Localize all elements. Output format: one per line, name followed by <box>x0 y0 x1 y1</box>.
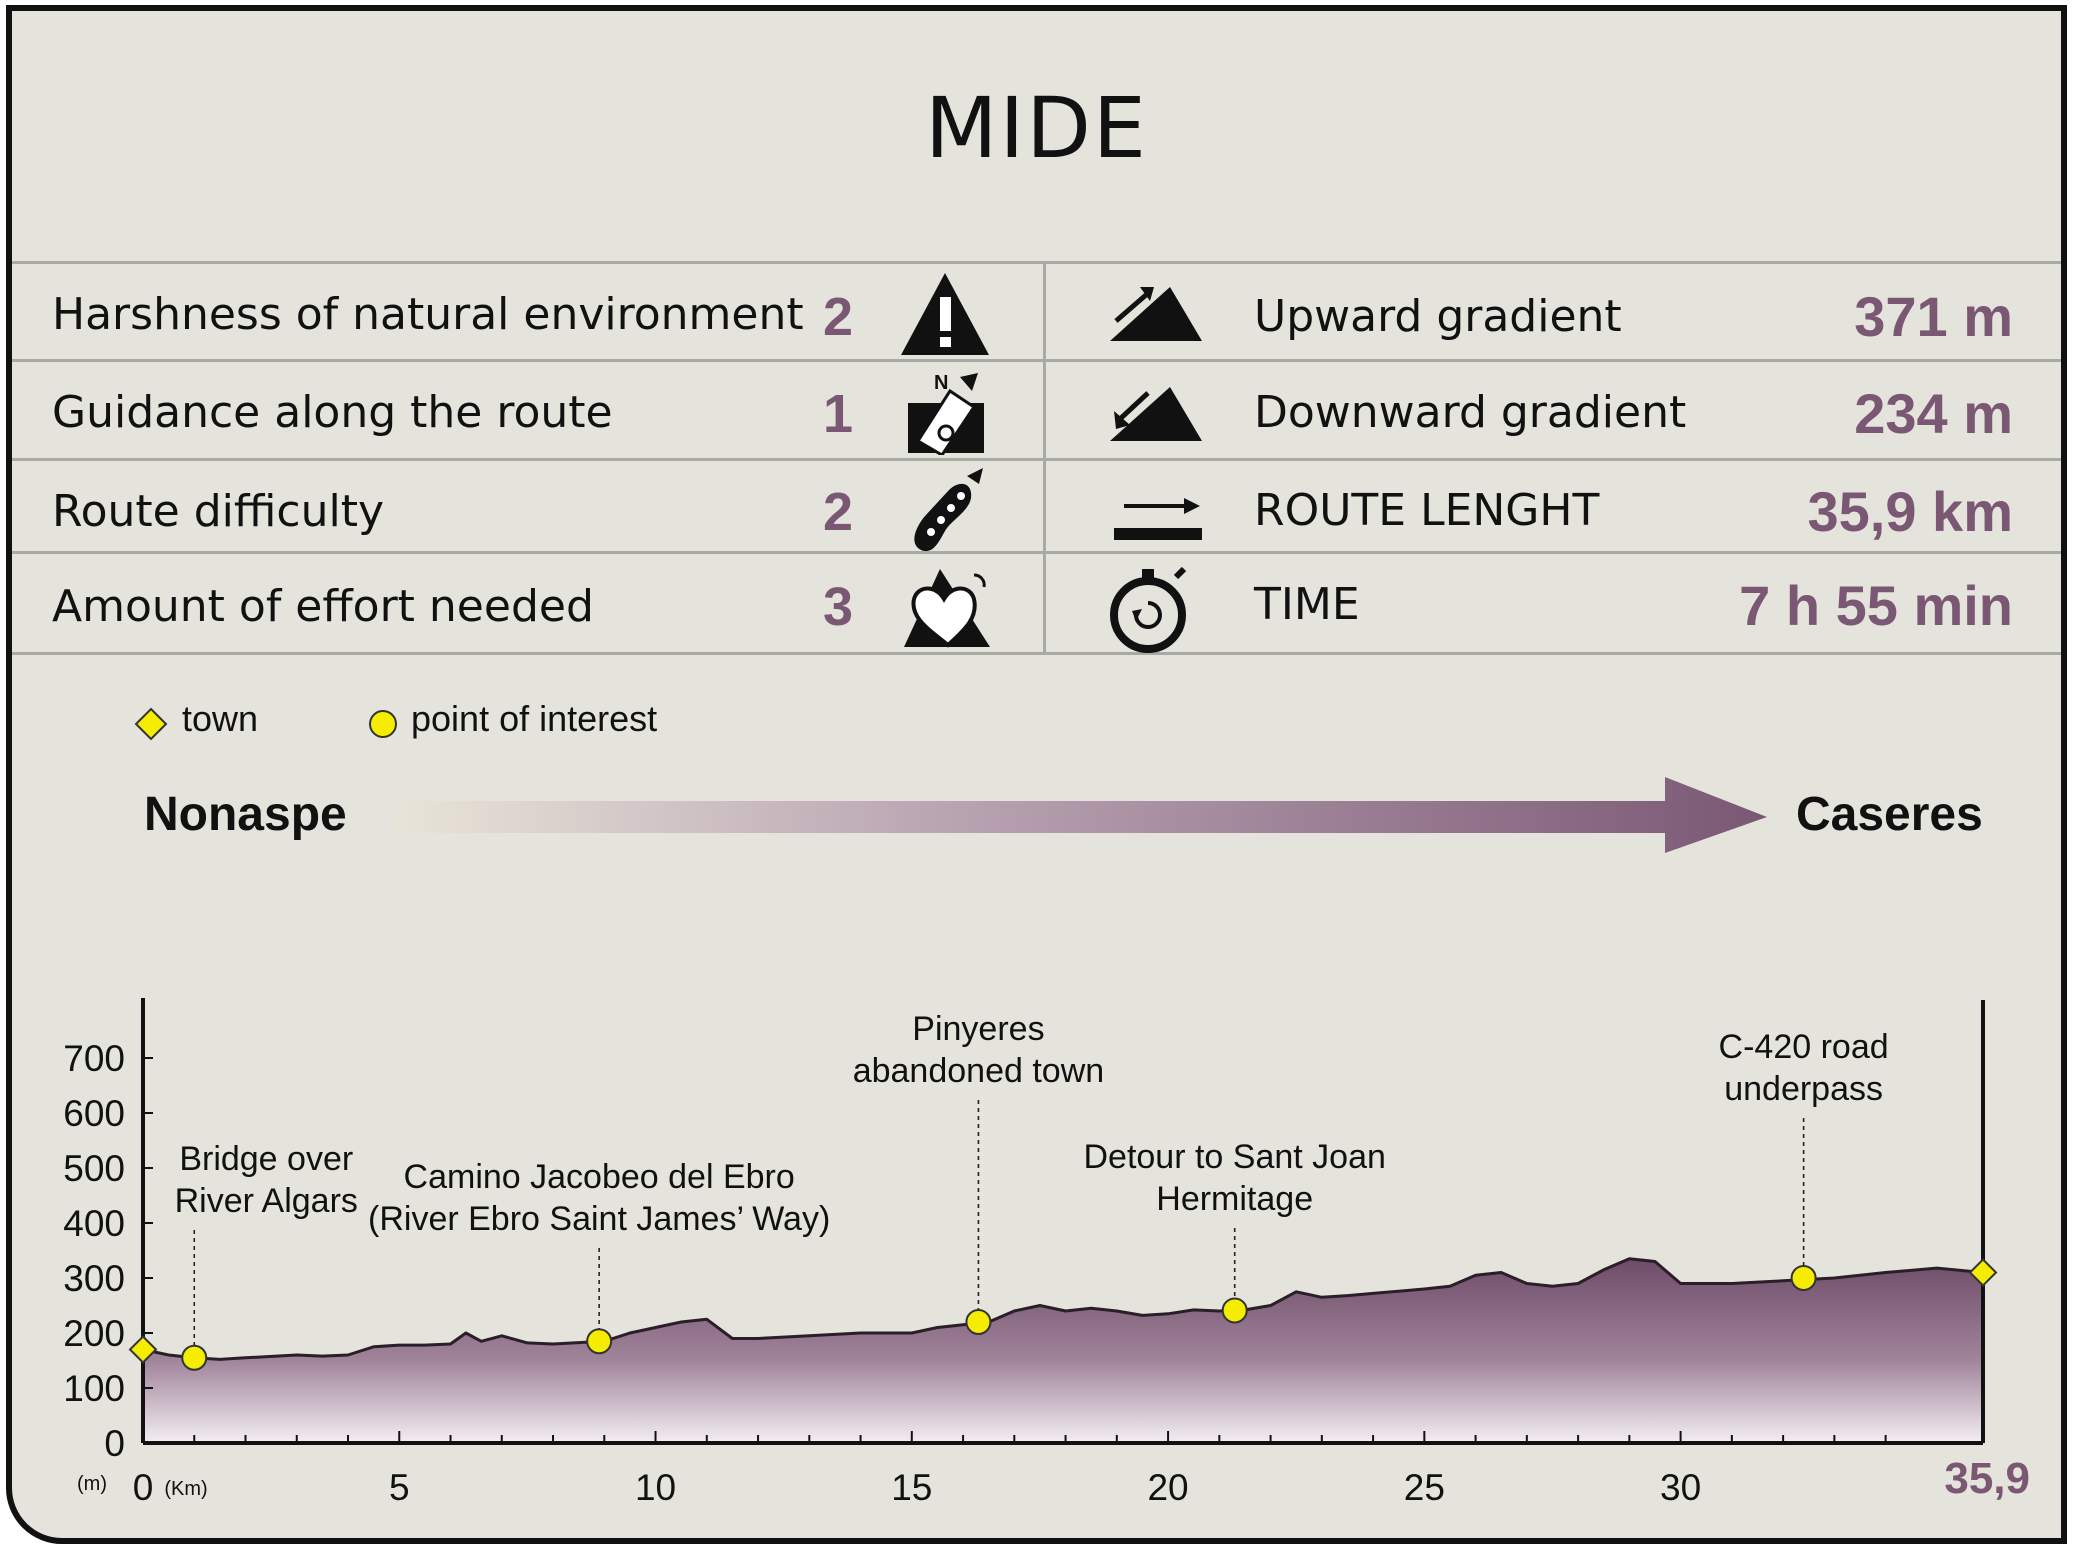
x-axis-unit-label: (Km) <box>164 1478 207 1500</box>
poi-marker <box>586 1328 613 1355</box>
mide-card: MIDE Harshness of natural environment 2 … <box>6 5 2067 1544</box>
town-marker <box>1968 1258 1998 1287</box>
mide-score-environment: 2 <box>823 287 854 347</box>
elevation-area <box>143 1258 1983 1443</box>
stat-label-time: TIME <box>1254 579 1360 630</box>
x-tick-label: 15 <box>891 1467 932 1508</box>
route-start: Nonaspe <box>144 788 347 841</box>
svg-text:N: N <box>934 372 948 394</box>
poi-marker <box>1221 1297 1248 1324</box>
page-title: MIDE <box>924 79 1148 177</box>
elevation-line <box>142 1257 1984 1361</box>
y-tick-label: 700 <box>63 1038 125 1079</box>
poi-label: Bridge over <box>179 1140 353 1178</box>
row-divider <box>12 458 2061 461</box>
poi-marker-icon <box>369 710 397 738</box>
mide-score-guidance: 1 <box>823 384 854 444</box>
column-divider <box>1043 261 1046 655</box>
route-end: Caseres <box>1796 788 1983 841</box>
stat-value-time: 7 h 55 min <box>1739 574 2013 637</box>
poi-label: C-420 road <box>1719 1028 1889 1066</box>
warning-icon <box>901 273 989 355</box>
mide-label-difficulty: Route difficulty <box>52 486 384 537</box>
y-tick-label: 600 <box>63 1093 125 1134</box>
poi-marker <box>965 1309 992 1335</box>
town-marker <box>128 1335 158 1364</box>
direction-arrow <box>397 777 1767 853</box>
poi-label: underpass <box>1724 1070 1883 1108</box>
y-tick-label: 0 <box>104 1423 125 1464</box>
stat-label-length: ROUTE LENGHT <box>1254 485 1600 536</box>
x-tick-label: 25 <box>1404 1467 1445 1508</box>
stat-value-downward: 234 m <box>1854 382 2013 445</box>
x-end-label: 35,9 <box>1944 1454 2030 1503</box>
mide-score-effort: 3 <box>823 577 854 637</box>
y-axis-unit-label: (m) <box>77 1473 107 1495</box>
mide-label-environment: Harshness of natural environment <box>52 289 804 340</box>
y-tick-label: 400 <box>63 1203 125 1244</box>
mide-score-difficulty: 2 <box>823 482 854 542</box>
poi-label: Detour to Sant Joan <box>1083 1138 1385 1176</box>
route-length-icon <box>1114 498 1202 540</box>
poi-label: Pinyeres <box>912 1010 1044 1048</box>
x-tick-label: 20 <box>1147 1467 1188 1508</box>
row-divider <box>12 359 2061 362</box>
legend-poi-label: point of interest <box>411 698 658 739</box>
stat-label-upward: Upward gradient <box>1254 291 1622 342</box>
poi-label: River Algars <box>175 1182 358 1220</box>
x-tick-label: 30 <box>1660 1467 1701 1508</box>
table-top-divider <box>12 261 2061 264</box>
town-marker-icon <box>134 707 168 741</box>
row-divider <box>12 551 2061 554</box>
compass-icon: N <box>908 372 984 455</box>
legend-town-label: town <box>182 698 259 739</box>
y-tick-label: 500 <box>63 1148 125 1189</box>
stat-value-upward: 371 m <box>1854 285 2013 348</box>
upward-gradient-icon <box>1110 287 1202 341</box>
poi-label: Hermitage <box>1156 1180 1313 1218</box>
poi-label: Camino Jacobeo del Ebro <box>404 1158 795 1196</box>
stopwatch-icon <box>1110 566 1187 653</box>
stat-value-length: 35,9 km <box>1807 480 2014 543</box>
poi-marker <box>181 1344 208 1371</box>
stat-label-downward: Downward gradient <box>1254 387 1687 438</box>
y-tick-label: 200 <box>63 1313 125 1354</box>
y-tick-label: 300 <box>63 1258 125 1299</box>
y-tick-label: 100 <box>63 1368 125 1409</box>
poi-label: abandoned town <box>853 1052 1104 1090</box>
x-tick-label: 10 <box>635 1467 676 1508</box>
x-tick-label: 5 <box>389 1467 410 1508</box>
heart-mountain-icon <box>904 569 990 648</box>
mide-label-effort: Amount of effort needed <box>52 581 594 632</box>
table-bottom-divider <box>12 652 2061 655</box>
downward-gradient-icon <box>1110 387 1202 441</box>
footprint-icon <box>914 468 983 552</box>
poi-label: (River Ebro Saint James’ Way) <box>368 1200 830 1238</box>
mide-label-guidance: Guidance along the route <box>52 387 613 438</box>
x-tick-label: 0 <box>133 1467 154 1508</box>
poi-marker <box>1790 1265 1817 1291</box>
